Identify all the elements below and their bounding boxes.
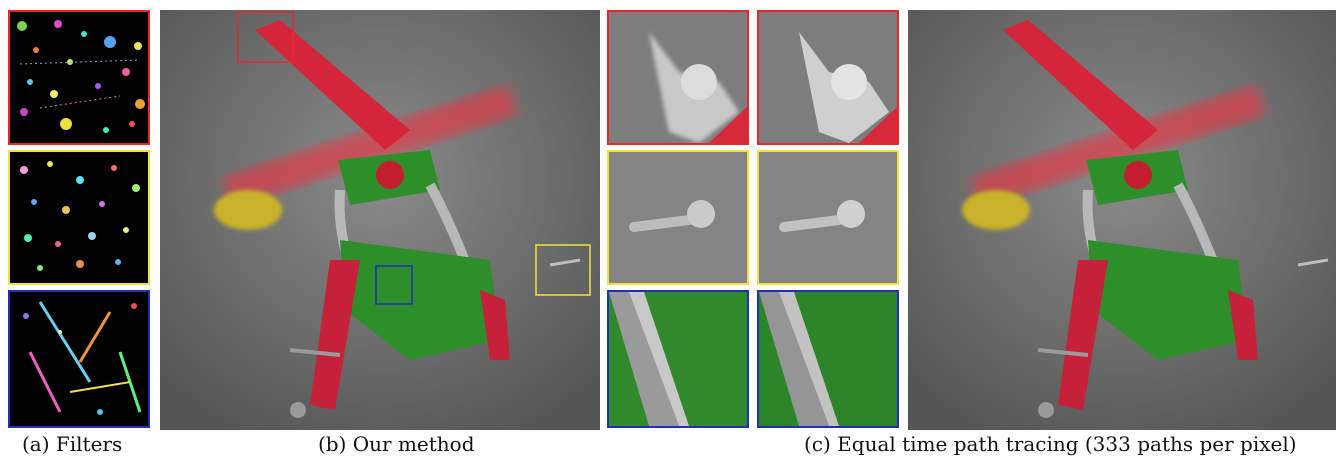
caption-a: (a) Filters [22,432,123,456]
render-ours [160,10,600,430]
crop-pt-yellow [757,150,899,285]
crop-pt-blue [757,290,899,428]
inset-red [237,11,294,63]
crop-ours-blue [607,290,749,428]
crop-ours-red [607,10,749,145]
crop-pt-red [757,10,899,145]
filter-panel-blue [8,290,150,428]
crop-ours-yellow [607,150,749,285]
caption-c: (c) Equal time path tracing (333 paths p… [804,432,1297,456]
inset-yellow [535,244,591,296]
inset-blue [375,265,413,305]
caption-b: (b) Our method [318,432,475,456]
render-path-tracing [908,10,1336,430]
filter-panel-red [8,10,150,145]
filter-panel-yellow [8,150,150,285]
